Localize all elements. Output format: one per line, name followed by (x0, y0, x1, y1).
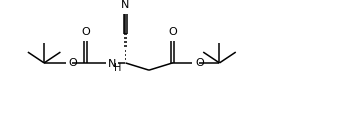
Text: N: N (121, 0, 130, 10)
Text: O: O (195, 58, 204, 68)
Text: O: O (81, 27, 90, 37)
Text: N: N (107, 59, 116, 69)
Text: O: O (168, 27, 177, 37)
Text: H: H (114, 63, 121, 73)
Text: O: O (69, 58, 77, 68)
